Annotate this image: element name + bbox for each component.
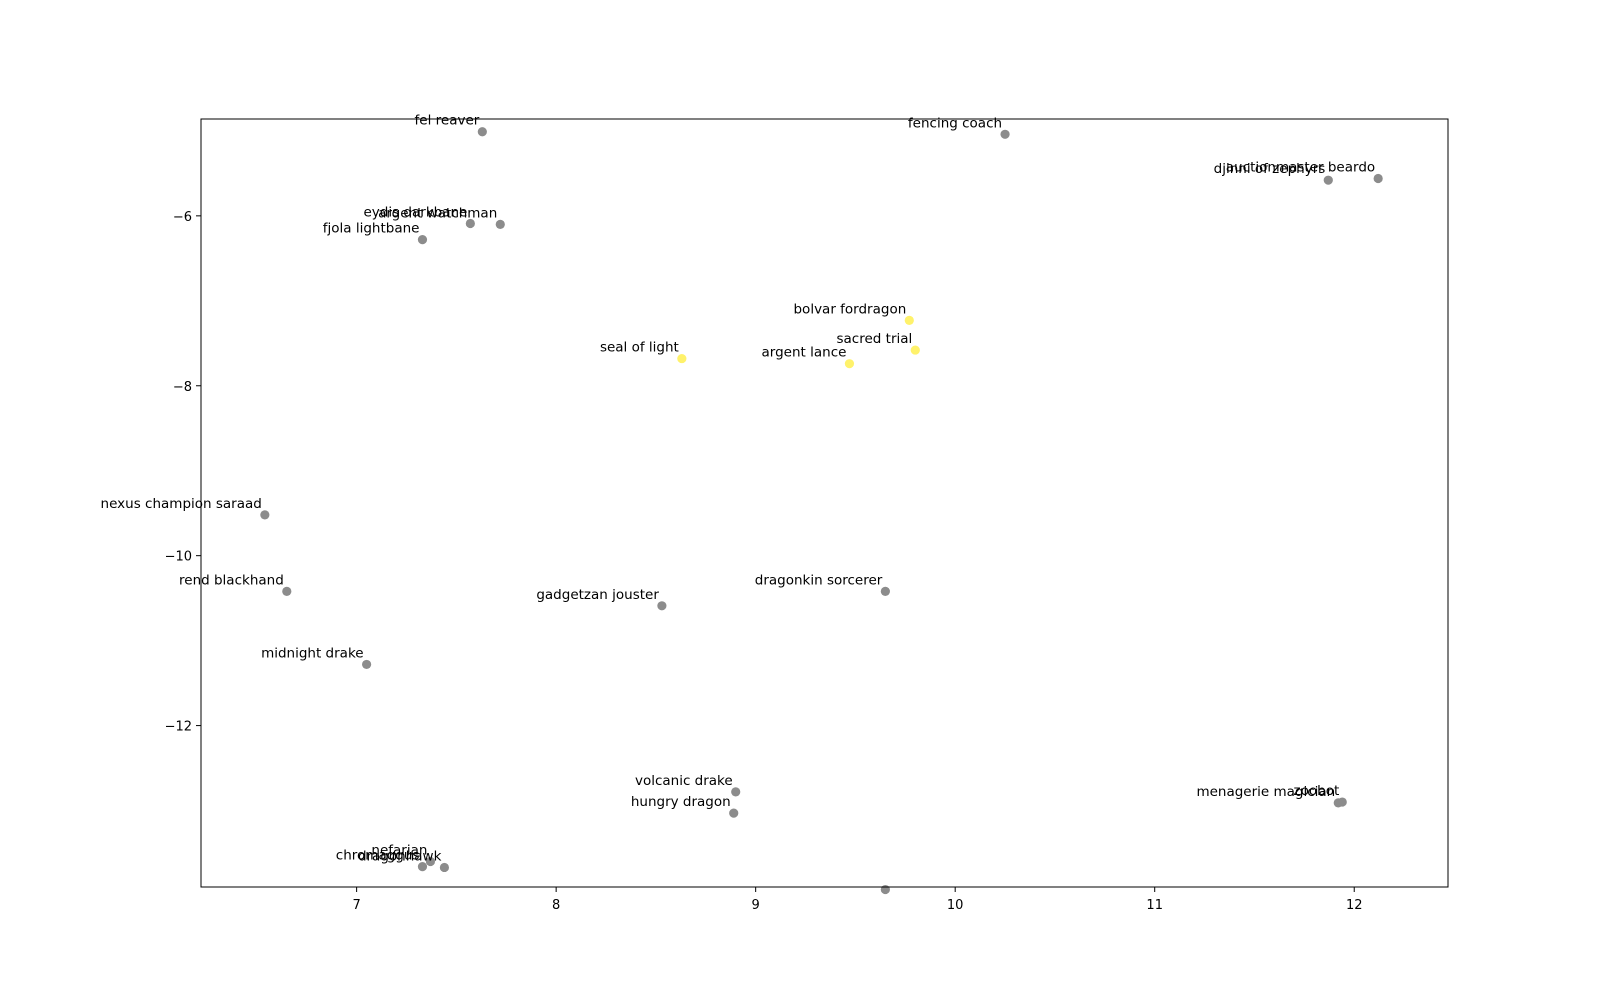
data-point-midnight-drake <box>362 659 372 670</box>
point-label-menagerie-magician: menagerie magician <box>1196 784 1335 800</box>
data-point-nefarian <box>425 856 436 867</box>
chart-point-labels: fel reaver fencing coach djinni of zephyrs… <box>101 113 1376 865</box>
point-label-auctionmaster-beardo: auctionmaster beardo <box>1226 159 1375 175</box>
y-tick-label: −8 <box>173 380 192 395</box>
point-label-fjola-lightbane: fjola lightbane <box>323 221 420 237</box>
data-point-hungry-dragon <box>729 808 739 818</box>
point-label-nefarian: nefarian <box>371 843 427 859</box>
point-label-gadgetzan-jouster: gadgetzan jouster <box>536 587 659 603</box>
point-label-seal-of-light: seal of light <box>600 340 679 356</box>
data-point-nexus-champion-saraad <box>260 510 270 520</box>
y-tick-label: −6 <box>173 210 192 225</box>
point-label-fel-reaver: fel reaver <box>415 113 480 129</box>
point-label-eydis-darkbane: eydis darkbane <box>363 204 467 220</box>
data-point-zoobot <box>1337 797 1347 807</box>
data-point-rend-blackhand <box>282 586 292 596</box>
x-tick-label: 12 <box>1346 898 1363 913</box>
point-label-sacred-trial: sacred trial <box>837 331 913 347</box>
data-point-dragonhawk <box>439 862 450 873</box>
data-point-point-23 <box>880 884 890 895</box>
data-point-djinni-of-zephyrs <box>1323 175 1333 185</box>
plot-area-frame <box>200 118 1449 888</box>
x-tick-label: 11 <box>1146 898 1163 913</box>
point-label-rend-blackhand: rend blackhand <box>179 572 284 588</box>
point-label-argent-lance: argent lance <box>762 345 847 361</box>
point-label-zoobot: zoobot <box>1294 783 1340 799</box>
point-label-fencing-coach: fencing coach <box>908 115 1002 131</box>
data-point-sacred-trial <box>910 345 920 355</box>
x-tick-label: 8 <box>552 898 560 913</box>
y-axis: −6 −8 −10 −12 <box>165 210 201 735</box>
data-point-fencing-coach <box>1000 129 1010 139</box>
x-tick-label: 7 <box>352 898 360 913</box>
data-point-argent-watchman <box>495 219 505 229</box>
data-point-volcanic-drake <box>731 787 741 797</box>
data-point-chromaggus <box>417 862 428 872</box>
chart-marks <box>260 127 1383 895</box>
point-label-nexus-champion-saraad: nexus champion saraad <box>101 496 262 512</box>
point-label-dragonhawk: dragonhawk <box>358 848 442 864</box>
data-point-dragonkin-sorcerer <box>880 586 890 596</box>
data-point-argent-lance <box>844 359 855 369</box>
point-label-dragonkin-sorcerer: dragonkin sorcerer <box>755 572 883 588</box>
data-point-seal-of-light <box>677 353 687 364</box>
data-point-fel-reaver <box>477 127 487 137</box>
y-tick-label: −10 <box>165 550 192 565</box>
y-tick-label: −12 <box>165 720 192 735</box>
x-tick-label: 10 <box>947 898 964 913</box>
data-point-fjola-lightbane <box>417 235 428 245</box>
data-point-bolvar-fordragon <box>904 315 914 325</box>
x-tick-label: 9 <box>752 898 760 913</box>
point-label-bolvar-fordragon: bolvar fordragon <box>793 301 906 317</box>
point-label-djinni-of-zephyrs: djinni of zephyrs <box>1214 161 1326 177</box>
x-axis: 7 8 9 10 11 12 <box>352 887 1362 913</box>
point-label-volcanic-drake: volcanic drake <box>635 773 733 789</box>
data-point-gadgetzan-jouster <box>657 601 667 611</box>
data-point-eydis-darkbane <box>465 218 475 229</box>
point-label-hungry-dragon: hungry dragon <box>631 794 731 810</box>
point-label-argent-watchman: argent watchman <box>378 205 497 221</box>
data-point-auctionmaster-beardo <box>1373 173 1383 184</box>
point-label-midnight-drake: midnight drake <box>261 645 364 661</box>
point-label-chromaggus: chromaggus <box>336 848 420 864</box>
